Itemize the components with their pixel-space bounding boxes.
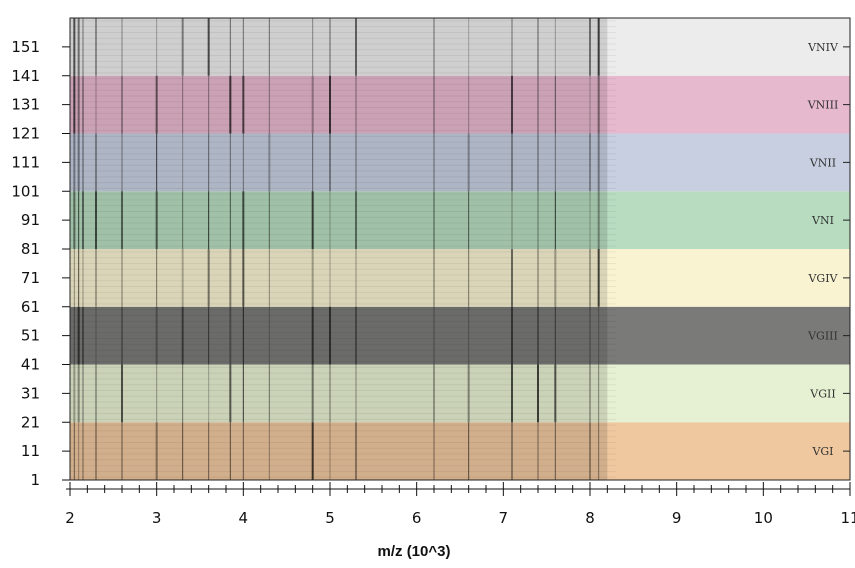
group-label-vnii: VNII xyxy=(809,156,836,169)
group-label-vni: VNI xyxy=(811,214,834,227)
spectra-density-vnii xyxy=(70,133,608,192)
group-label-vniv: VNIV xyxy=(807,41,839,54)
y-tick-label: 151 xyxy=(11,38,40,56)
spectra-density-vniii xyxy=(70,75,608,134)
x-tick-label: 6 xyxy=(412,509,422,527)
y-tick-label: 31 xyxy=(21,384,40,402)
spectra-density-vgiv xyxy=(70,249,608,307)
y-tick-label: 111 xyxy=(11,153,40,171)
group-band-vgi xyxy=(70,422,850,480)
x-axis-title: m/z (10^3) xyxy=(378,543,451,560)
x-tick-label: 2 xyxy=(65,509,75,527)
x-tick-label: 8 xyxy=(585,509,595,527)
y-tick-label: 141 xyxy=(11,67,40,85)
group-band-vgiii xyxy=(70,306,850,365)
y-tick-label: 1 xyxy=(30,471,40,489)
group-band-vniv xyxy=(70,18,850,76)
x-tick-label: 9 xyxy=(672,509,682,527)
peak-lines xyxy=(73,18,600,480)
spectra-density-vni xyxy=(70,191,608,249)
y-tick-label: 61 xyxy=(21,298,40,316)
spectra-density-vgii xyxy=(70,364,608,423)
group-band-vni xyxy=(70,191,850,249)
group-band-vniii xyxy=(70,75,850,134)
y-tick-label: 91 xyxy=(21,211,40,229)
x-axis: 2 3 4 5 6 7 8 9 10 11 xyxy=(65,482,855,527)
x-tick-label: 10 xyxy=(754,509,773,527)
group-label-vgii: VGII xyxy=(809,387,835,400)
group-bands xyxy=(70,18,850,480)
group-band-vnii xyxy=(70,133,850,192)
y-tick-label: 81 xyxy=(21,240,40,258)
spectra-density-vgiii xyxy=(70,306,608,365)
x-tick-label: 7 xyxy=(499,509,509,527)
y-tick-label: 11 xyxy=(21,442,40,460)
y-tick-label: 101 xyxy=(11,182,40,200)
y-tick-label: 71 xyxy=(21,269,40,287)
x-tick-label: 11 xyxy=(840,509,855,527)
y-tick-label: 131 xyxy=(11,96,40,114)
y-tick-label: 51 xyxy=(21,327,40,345)
group-label-vgiv: VGIV xyxy=(807,272,838,285)
x-tick-label: 3 xyxy=(152,509,162,527)
spectra-density-vgi xyxy=(70,422,608,480)
group-labels: VGI VGII VGIII VGIV VNI VNII VNIII VNIV xyxy=(807,41,850,458)
group-band-vgiv xyxy=(70,249,850,307)
y-tick-label: 21 xyxy=(21,413,40,431)
y-tick-label: 121 xyxy=(11,125,40,143)
y-tick-label: 41 xyxy=(21,356,40,374)
group-label-vgi: VGI xyxy=(811,445,833,458)
group-band-vgii xyxy=(70,364,850,423)
group-label-vgiii: VGIII xyxy=(807,330,838,343)
x-tick-label: 5 xyxy=(325,509,335,527)
x-tick-label: 4 xyxy=(239,509,249,527)
spectra-density-vniv xyxy=(70,18,608,76)
group-label-vniii: VNIII xyxy=(807,99,839,112)
